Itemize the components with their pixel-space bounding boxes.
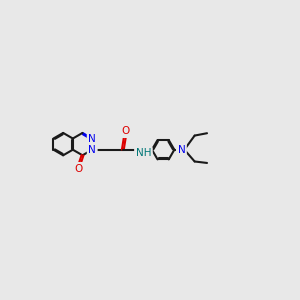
Text: O: O (121, 126, 129, 136)
Text: N: N (88, 134, 96, 143)
Text: N: N (178, 145, 185, 155)
Text: N: N (88, 145, 96, 155)
Text: O: O (74, 164, 82, 173)
Text: NH: NH (136, 148, 151, 158)
